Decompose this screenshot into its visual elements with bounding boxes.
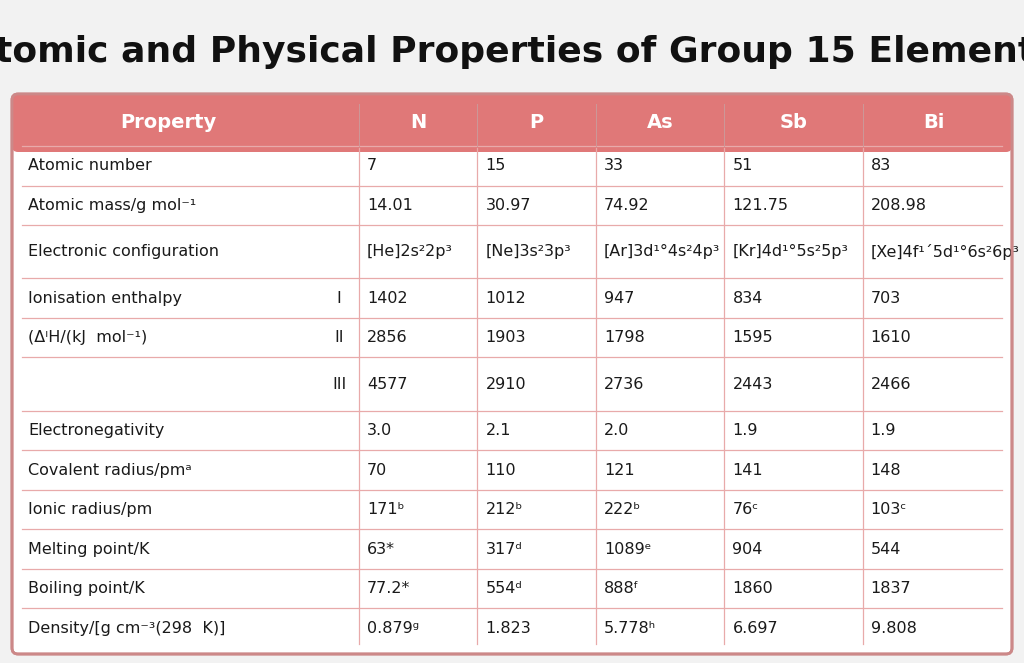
Text: 2466: 2466 [870,377,911,392]
Text: 1610: 1610 [870,330,911,345]
Text: 171ᵇ: 171ᵇ [367,502,404,517]
Text: Electronegativity: Electronegativity [28,423,165,438]
Text: 63*: 63* [367,542,395,557]
Text: Boiling point/K: Boiling point/K [28,581,144,596]
FancyBboxPatch shape [12,94,1012,654]
Text: 222ᵇ: 222ᵇ [604,502,641,517]
Bar [18,123,1006,146]
Text: 2.0: 2.0 [604,423,630,438]
Text: Density/[g cm⁻³(298  K)]: Density/[g cm⁻³(298 K)] [28,621,225,636]
Text: Melting point/K: Melting point/K [28,542,150,557]
Text: 1837: 1837 [870,581,911,596]
Text: 1.9: 1.9 [732,423,758,438]
Text: 2736: 2736 [604,377,644,392]
Text: 947: 947 [604,290,634,306]
Text: N: N [410,113,426,133]
Text: 1012: 1012 [485,290,526,306]
Text: 7: 7 [367,158,377,173]
Text: Property: Property [121,113,217,133]
Text: 141: 141 [732,463,763,477]
Text: 2910: 2910 [485,377,526,392]
Text: 0.879ᵍ: 0.879ᵍ [367,621,419,636]
Text: 1.9: 1.9 [870,423,896,438]
Text: 121.75: 121.75 [732,198,788,213]
FancyBboxPatch shape [12,94,1012,152]
Text: 76ᶜ: 76ᶜ [732,502,759,517]
Text: 1.823: 1.823 [485,621,531,636]
Text: Atomic and Physical Properties of Group 15 Elements: Atomic and Physical Properties of Group … [0,35,1024,69]
Text: Ionic radius/pm: Ionic radius/pm [28,502,153,517]
Text: 1402: 1402 [367,290,408,306]
Text: 83: 83 [870,158,891,173]
Text: 121: 121 [604,463,635,477]
Text: 3.0: 3.0 [367,423,392,438]
Text: [He]2s²2p³: [He]2s²2p³ [367,244,453,259]
Text: 1860: 1860 [732,581,773,596]
Text: III: III [332,377,346,392]
Text: (ΔᴵH/(kJ  mol⁻¹): (ΔᴵH/(kJ mol⁻¹) [28,330,147,345]
Text: Atomic mass/g mol⁻¹: Atomic mass/g mol⁻¹ [28,198,197,213]
Text: 148: 148 [870,463,901,477]
Text: 103ᶜ: 103ᶜ [870,502,907,517]
Text: 2856: 2856 [367,330,408,345]
Text: II: II [335,330,344,345]
Text: [Ar]3d¹°4s²4p³: [Ar]3d¹°4s²4p³ [604,244,720,259]
Text: 70: 70 [367,463,387,477]
Text: As: As [647,113,674,133]
Text: 33: 33 [604,158,624,173]
Text: 2.1: 2.1 [485,423,511,438]
Text: Electronic configuration: Electronic configuration [28,244,219,259]
Text: Ionisation enthalpy: Ionisation enthalpy [28,290,182,306]
Text: Bi: Bi [924,113,945,133]
Text: 74.92: 74.92 [604,198,649,213]
Text: 208.98: 208.98 [870,198,927,213]
Text: Covalent radius/pmᵃ: Covalent radius/pmᵃ [28,463,191,477]
Text: 212ᵇ: 212ᵇ [485,502,523,517]
Text: 30.97: 30.97 [485,198,530,213]
Text: 14.01: 14.01 [367,198,413,213]
Text: 703: 703 [870,290,901,306]
Text: [Ne]3s²3p³: [Ne]3s²3p³ [485,244,571,259]
Text: 6.697: 6.697 [732,621,778,636]
Text: 4577: 4577 [367,377,408,392]
Text: 2443: 2443 [732,377,773,392]
Text: 5.778ʰ: 5.778ʰ [604,621,656,636]
Text: 554ᵈ: 554ᵈ [485,581,522,596]
Text: 1903: 1903 [485,330,526,345]
Text: 15: 15 [485,158,506,173]
Text: 1798: 1798 [604,330,645,345]
Text: I: I [337,290,341,306]
Text: 317ᵈ: 317ᵈ [485,542,522,557]
Text: 77.2*: 77.2* [367,581,411,596]
Text: [Kr]4d¹°5s²5p³: [Kr]4d¹°5s²5p³ [732,244,849,259]
Text: 904: 904 [732,542,763,557]
Text: Atomic number: Atomic number [28,158,152,173]
Text: 544: 544 [870,542,901,557]
Text: 1089ᵉ: 1089ᵉ [604,542,651,557]
Text: [Xe]4f¹´5d¹°6s²6p³: [Xe]4f¹´5d¹°6s²6p³ [870,244,1020,260]
Text: 834: 834 [732,290,763,306]
Text: Sb: Sb [779,113,808,133]
Text: 110: 110 [485,463,516,477]
Text: P: P [529,113,544,133]
Text: 888ᶠ: 888ᶠ [604,581,640,596]
Text: 9.808: 9.808 [870,621,916,636]
Text: 51: 51 [732,158,753,173]
Text: 1595: 1595 [732,330,773,345]
